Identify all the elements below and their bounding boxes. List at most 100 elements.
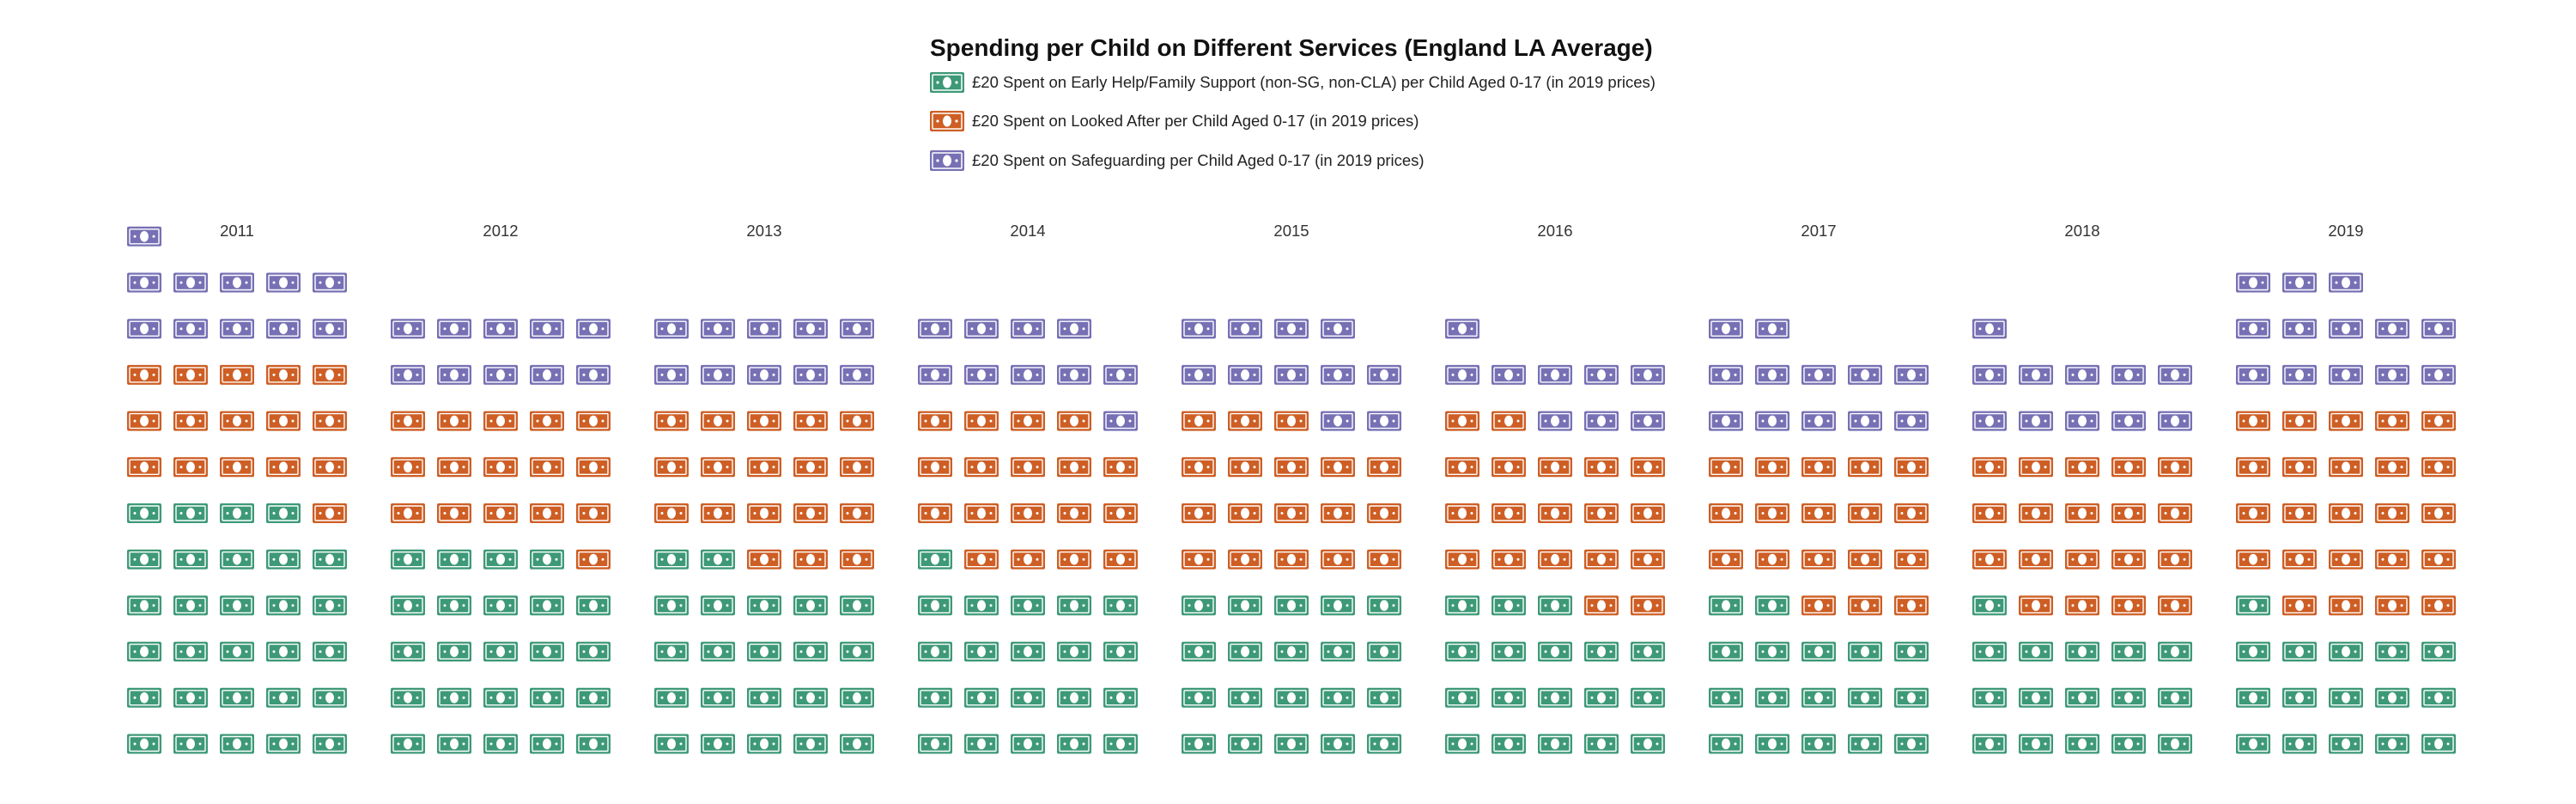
banknote-icon <box>1492 687 1526 708</box>
banknote-icon <box>2329 549 2363 570</box>
banknote-icon <box>1321 595 1355 616</box>
banknote-icon <box>2019 503 2053 523</box>
banknote-icon <box>1011 642 1045 662</box>
banknote-icon <box>1228 457 1262 478</box>
banknote-icon <box>793 411 828 431</box>
banknote-icon <box>2375 503 2409 523</box>
banknote-icon <box>391 319 425 339</box>
banknote-icon <box>576 319 611 339</box>
banknote-icon <box>1057 457 1091 478</box>
banknote-icon <box>1274 549 1309 570</box>
banknote-icon <box>1103 364 1138 385</box>
banknote-icon <box>840 364 874 385</box>
banknote-icon <box>2421 411 2456 431</box>
banknote-icon <box>1321 642 1355 662</box>
banknote-icon <box>220 595 254 616</box>
banknote-icon <box>1367 411 1401 431</box>
banknote-icon <box>2236 272 2270 293</box>
banknote-icon <box>2282 687 2317 708</box>
legend-label-looked-after: £20 Spent on Looked After per Child Aged… <box>972 112 1419 130</box>
banknote-icon <box>220 549 254 570</box>
banknote-icon <box>1492 595 1526 616</box>
banknote-icon <box>1848 549 1882 570</box>
banknote-icon <box>654 364 689 385</box>
panel-2017: 2017 <box>1709 222 1929 754</box>
banknote-icon <box>1057 503 1091 523</box>
banknote-icon <box>1011 549 1045 570</box>
banknote-icon <box>1103 503 1138 523</box>
banknote-icon <box>793 364 828 385</box>
banknote-icon <box>2236 549 2270 570</box>
banknote-icon <box>530 595 564 616</box>
banknote-icon <box>964 503 999 523</box>
banknote-icon <box>2282 364 2317 385</box>
banknote-icon <box>576 734 611 754</box>
banknote-icon <box>1057 642 1091 662</box>
banknote-icon <box>964 687 999 708</box>
banknote-icon <box>1103 457 1138 478</box>
legend-label-early-help: £20 Spent on Early Help/Family Support (… <box>972 73 1656 91</box>
banknote-icon <box>1182 734 1216 754</box>
banknote-icon <box>701 595 735 616</box>
banknote-icon <box>2282 595 2317 616</box>
banknote-icon <box>173 503 208 523</box>
banknote-icon <box>1274 687 1309 708</box>
banknote-icon <box>576 364 611 385</box>
banknote-icon <box>2236 642 2270 662</box>
banknote-icon <box>530 687 564 708</box>
banknote-icon <box>1538 457 1572 478</box>
banknote-icon <box>747 642 781 662</box>
banknote-icon <box>654 642 689 662</box>
banknote-icon <box>530 549 564 570</box>
banknote-icon <box>1321 687 1355 708</box>
banknote-icon <box>2019 457 2053 478</box>
banknote-icon <box>530 734 564 754</box>
banknote-icon <box>1103 687 1138 708</box>
banknote-icon <box>2236 687 2270 708</box>
banknote-icon <box>1445 595 1479 616</box>
banknote-icon <box>701 549 735 570</box>
banknote-icon <box>483 319 518 339</box>
banknote-icon <box>391 642 425 662</box>
banknote-icon <box>1182 687 1216 708</box>
banknote-icon <box>1709 364 1743 385</box>
banknote-icon <box>840 595 874 616</box>
banknote-icon <box>2329 272 2363 293</box>
banknote-icon <box>2065 549 2099 570</box>
banknote-icon <box>2282 642 2317 662</box>
banknote-icon <box>1894 549 1929 570</box>
banknote-icon <box>1755 364 1789 385</box>
banknote-icon <box>918 595 952 616</box>
banknote-icon <box>483 364 518 385</box>
banknote-icon <box>1755 734 1789 754</box>
banknote-icon <box>1492 457 1526 478</box>
banknote-icon <box>1538 595 1572 616</box>
banknote-icon <box>483 549 518 570</box>
banknote-icon <box>1584 411 1619 431</box>
banknote-icon <box>2019 364 2053 385</box>
banknote-icon <box>1057 595 1091 616</box>
banknote-icon <box>1011 687 1045 708</box>
panel-label: 2013 <box>746 222 781 240</box>
banknote-icon <box>1972 457 2007 478</box>
banknote-icon <box>483 411 518 431</box>
banknote-icon <box>1445 734 1479 754</box>
banknote-icon <box>1321 503 1355 523</box>
legend-item-safeguarding: £20 Spent on Safeguarding per Child Aged… <box>930 149 1425 172</box>
banknote-icon <box>1755 687 1789 708</box>
banknote-icon <box>1801 411 1836 431</box>
banknote-icon <box>1631 642 1665 662</box>
banknote-icon <box>2065 457 2099 478</box>
banknote-icon <box>654 687 689 708</box>
banknote-icon <box>2065 364 2099 385</box>
banknote-icon <box>930 111 964 131</box>
banknote-icon <box>2375 319 2409 339</box>
banknote-icon <box>1755 457 1789 478</box>
banknote-icon <box>1755 549 1789 570</box>
banknote-icon <box>701 319 735 339</box>
banknote-icon <box>1894 411 1929 431</box>
banknote-icon <box>266 457 301 478</box>
banknote-icon <box>313 734 347 754</box>
chart-title: Spending per Child on Different Services… <box>930 34 1653 61</box>
banknote-icon <box>747 687 781 708</box>
